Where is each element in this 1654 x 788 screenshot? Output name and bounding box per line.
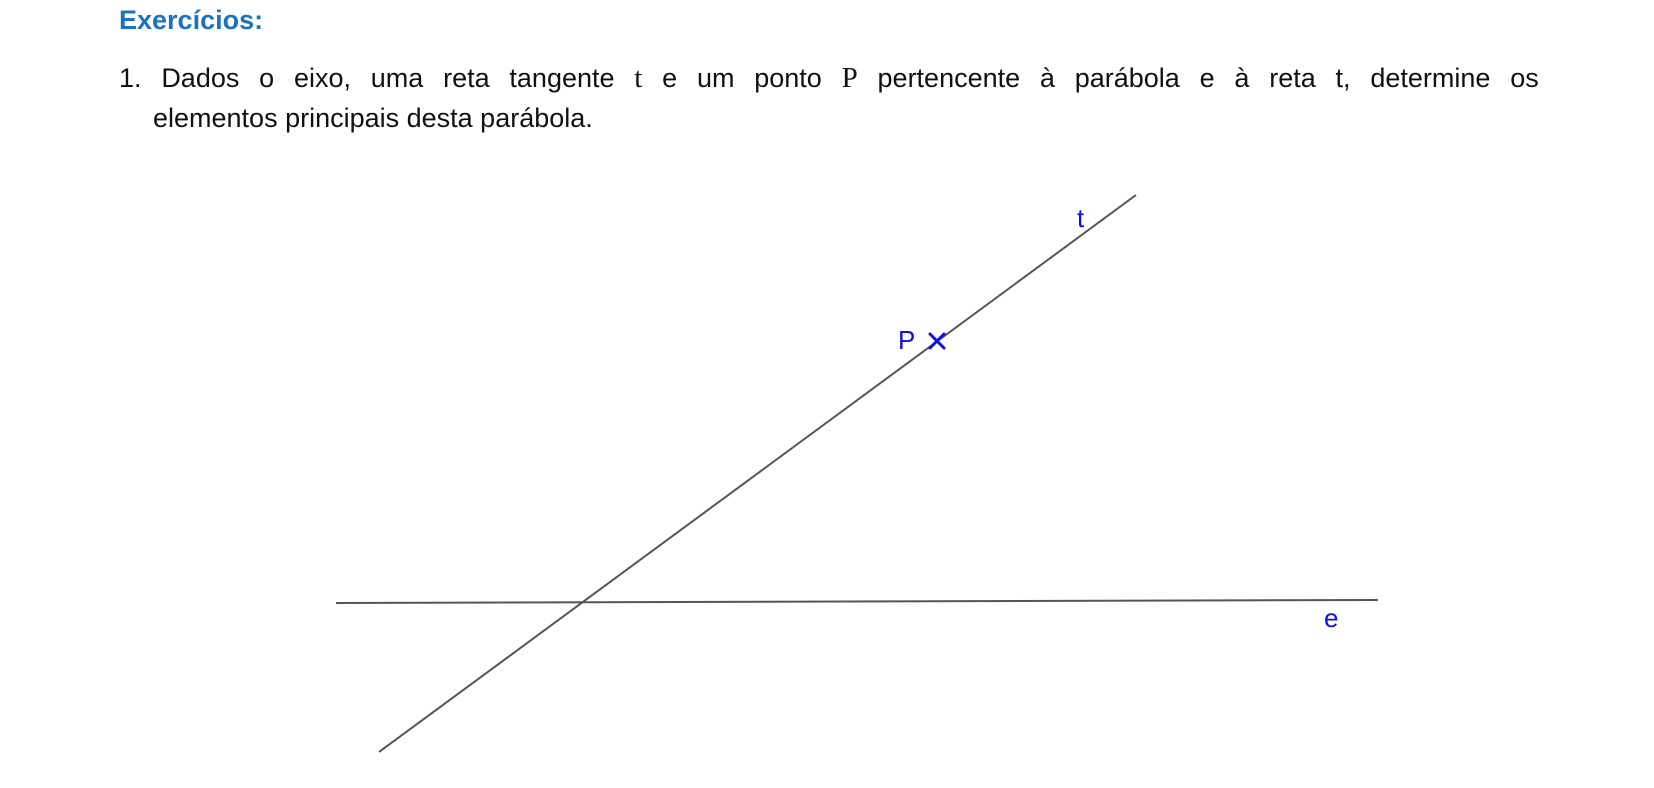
exercise-1: 1. Dados o eixo, uma reta tangente t e u… [119,58,1539,138]
point-p-marker [928,332,946,350]
exercise-word: um [696,63,735,93]
exercise-word: ponto [754,63,822,93]
exercise-line-1: 1. Dados o eixo, uma reta tangente t e u… [119,58,1539,98]
exercise-word: à [1234,63,1250,93]
exercise-word: e [662,63,678,93]
exercise-word: pertencente [877,63,1021,93]
exercise-word: parábola [1074,63,1180,93]
exercise-word: o [259,63,275,93]
exercise-var-t: t [634,62,643,94]
exercise-word: e [1199,63,1215,93]
exercise-word: uma [370,63,424,93]
exercise-word: tangente [509,63,615,93]
line-e-label: e [1324,603,1338,633]
exercise-word: reta [1269,63,1316,93]
exercise-word: à [1039,63,1055,93]
exercises-heading: Exercícios: [119,5,264,35]
axis-line-e [335,599,1379,604]
exercise-line-2: elementos principais desta parábola. [153,103,593,133]
exercise-word: determine [1370,63,1491,93]
exercise-number: 1. [119,63,142,93]
line-t-label: t [1077,203,1085,233]
point-p-label: P [898,325,915,355]
exercise-word: reta [443,63,490,93]
tangent-line-t [378,194,1137,753]
exercise-word: Dados [161,63,240,93]
exercise-word: os [1510,63,1539,93]
exercise-word: t, [1335,63,1351,93]
exercise-word: eixo, [293,63,351,93]
exercise-var-p: P [841,62,858,94]
